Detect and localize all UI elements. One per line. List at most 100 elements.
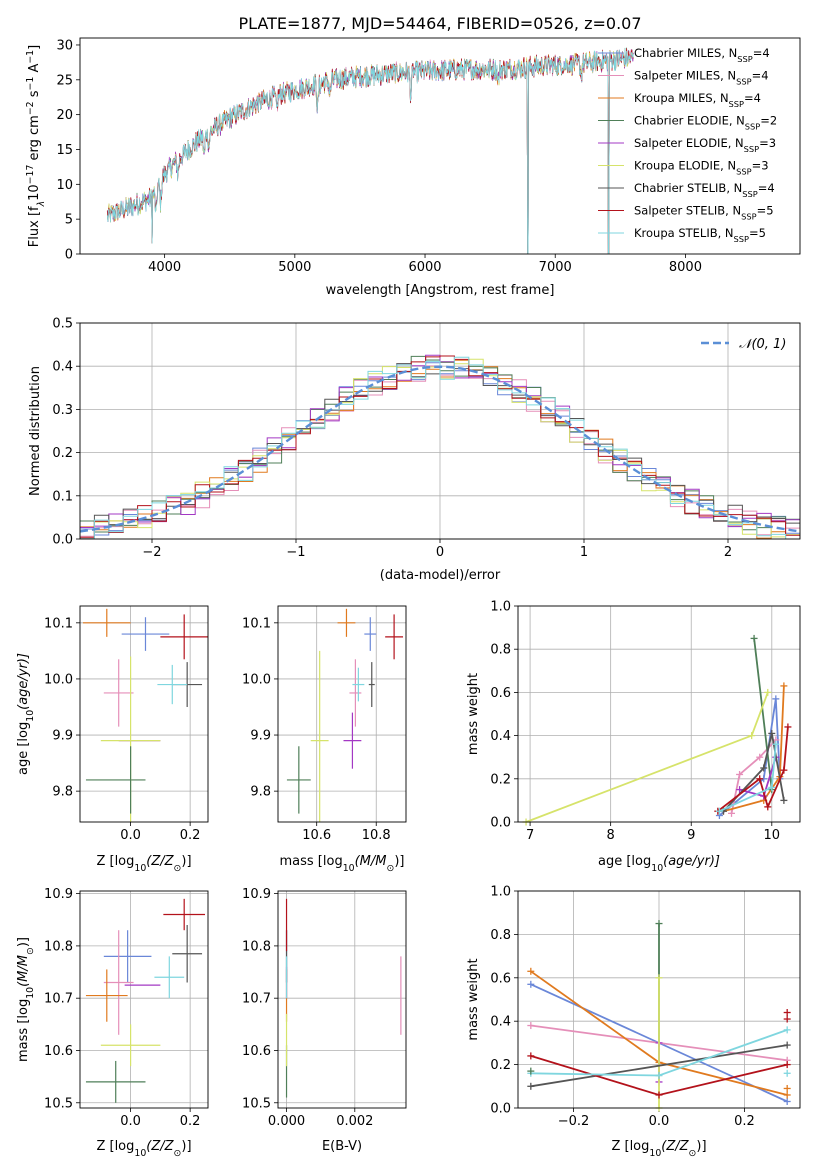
y-tick-label: 0.1 (52, 489, 73, 504)
y-tick-label: 0.2 (52, 446, 73, 461)
y-axis-label-part: (age/yr)] (16, 653, 31, 710)
y-axis-label-part: mass [log (16, 999, 31, 1062)
y-tick-label: 10.6 (242, 1044, 271, 1059)
legend-entry-part: Salpeter ELODIE, N (634, 136, 744, 150)
y-tick-label: 0.4 (52, 360, 73, 375)
y-tick-label: 9.8 (52, 785, 73, 800)
y-tick-label: 0.4 (490, 729, 511, 744)
y-axis-label-part: )] (16, 937, 31, 947)
x-tick-label: 7000 (539, 260, 572, 275)
y-tick-label: 30 (56, 38, 73, 53)
weight-lines (522, 634, 792, 826)
weight-line-chabrier-stelib (530, 1044, 788, 1088)
y-tick-label: 0.5 (52, 317, 73, 332)
legend-entry-part: SSP (736, 77, 751, 87)
y-axis-label-part: s (27, 90, 42, 101)
x-tick-label: 10 (764, 828, 781, 843)
y-axis-label-part: A (27, 64, 42, 77)
legend-entry-part: Salpeter STELIB, N (634, 204, 741, 218)
x-tick-label: 0.2 (180, 1114, 201, 1129)
y-axis-label-part: ⊙ (25, 947, 36, 955)
legend-entry-part: =4 (744, 91, 761, 105)
y-tick-label: 10.8 (242, 939, 271, 954)
legend-entry: Chabrier MILES, NSSP=4 (634, 46, 770, 64)
legend-entry-part: SSP (744, 144, 759, 154)
x-tick-label: 0.0 (649, 1114, 670, 1129)
legend-entry: Chabrier ELODIE, NSSP=2 (634, 114, 777, 132)
x-tick-label: 0.2 (734, 1114, 755, 1129)
legend-entry-part: =5 (749, 226, 766, 240)
y-axis-label: Normed distribution (28, 366, 43, 496)
legend-entry-part: Chabrier MILES, N (634, 46, 737, 60)
x-axis-label-part: )] (394, 854, 404, 869)
x-tick-label: 2 (724, 545, 732, 560)
error-bars (85, 898, 206, 1103)
y-tick-label: 0.6 (490, 971, 511, 986)
age-vs-mass-panel: 10.6 10.8 9.8 9.9 10.0 10.1 mass [log10(M/M⊙)] (242, 605, 407, 874)
legend-entry: Salpeter STELIB, NSSP=5 (634, 204, 774, 222)
x-axis-label-part: mass [log (280, 854, 343, 869)
y-tick-label: 25 (56, 73, 73, 88)
axes-frame (517, 890, 801, 1109)
spectrum-panel: 4000 5000 6000 7000 8000 0 5 10 15 20 25 30 Chabrier… (25, 37, 801, 298)
y-tick-label: 0.3 (52, 403, 73, 418)
legend-entry-part: SSP (737, 54, 752, 64)
x-tick-label: 10.8 (362, 828, 391, 843)
x-axis-label: (data-model)/error (380, 568, 501, 583)
x-tick-label: 10.6 (302, 828, 331, 843)
x-tick-label: −0.2 (558, 1114, 590, 1129)
y-axis-label: age [log10(age/yr)] (16, 653, 36, 775)
legend-entry: Kroupa STELIB, NSSP=5 (634, 226, 766, 244)
x-axis-label: wavelength [Angstrom, rest frame] (326, 283, 555, 298)
axes-frame (517, 605, 801, 823)
y-tick-label: 9.9 (52, 729, 73, 744)
legend-entry-part: =2 (760, 114, 777, 128)
y-tick-label: 0.0 (490, 1102, 511, 1117)
x-axis-label-part: 10 (134, 1148, 146, 1159)
x-tick-label: 8 (607, 828, 615, 843)
legend-entry-part: Kroupa STELIB, N (634, 226, 734, 240)
legend-entry-part: SSP (736, 167, 751, 177)
weight-lines (527, 920, 791, 1112)
y-axis-label-part: (M/M (16, 955, 31, 987)
x-axis-label-part: age [log (598, 854, 651, 869)
x-axis-label: Z [log10(Z/Z⊙)] (96, 854, 191, 874)
weight-line-chabrier-elodie (753, 638, 773, 790)
y-axis-label-part: Flux [f (27, 206, 42, 247)
y-axis-label: mass weight (466, 673, 481, 755)
y-tick-label: 15 (56, 143, 73, 158)
legend-entry-part: =3 (752, 159, 769, 173)
y-axis-label-part: −17 (25, 165, 36, 185)
y-axis-label-part: λ (36, 201, 47, 208)
y-tick-label: 20 (56, 108, 73, 123)
mass-vs-metallicity-panel: 0.0 0.210.510.610.710.810.9Z [log10(Z/Z⊙)… (16, 887, 209, 1159)
x-axis-label-part: (M/M (355, 854, 387, 869)
weight-line-chabrier-stelib (722, 733, 785, 812)
y-axis-label-part: −2 (25, 101, 36, 115)
y-tick-label: 10.0 (44, 672, 73, 687)
x-axis-label: Z [log10(Z/Z⊙)] (96, 1139, 191, 1159)
y-tick-label: 0.8 (490, 643, 511, 658)
x-axis-label-part: 10 (651, 863, 663, 874)
y-tick-label: 10.9 (44, 887, 73, 902)
legend-entry: 𝒩(0, 1) (739, 337, 786, 352)
axes-frame (277, 605, 407, 823)
legend-entry-part: SSP (734, 234, 749, 244)
axes-frame (277, 890, 407, 1109)
x-tick-label: 1 (580, 545, 588, 560)
x-axis-label-part: Z [log (611, 1139, 649, 1154)
y-tick-label: 0.6 (490, 686, 511, 701)
x-tick-label: 0.002 (336, 1114, 373, 1129)
y-axis-label-part: age [log (16, 722, 31, 775)
y-tick-label: 1.0 (490, 885, 511, 900)
legend-entry-part: SSP (742, 189, 757, 199)
x-tick-label: 5000 (278, 260, 311, 275)
legend-entry: Salpeter ELODIE, NSSP=3 (634, 136, 776, 154)
x-axis-label: Z [log10(Z/Z⊙)] (611, 1139, 706, 1159)
legend-entry: Salpeter MILES, NSSP=4 (634, 69, 769, 87)
y-axis-label: Flux [fλ10−17 erg cm−2 s−1 A−1] (25, 45, 47, 247)
x-axis-label-part: 10 (134, 863, 146, 874)
x-axis-label: E(B-V) (322, 1139, 362, 1154)
